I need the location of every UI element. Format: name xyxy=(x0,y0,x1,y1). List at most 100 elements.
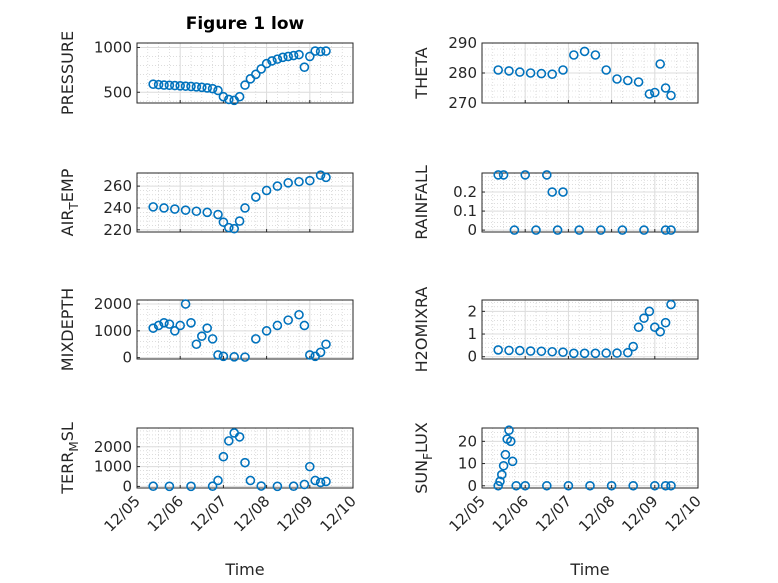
data-point xyxy=(186,81,196,92)
data-point xyxy=(505,436,516,447)
y-tick-label: 270 xyxy=(448,94,477,112)
y-axis-label: RAINFALL xyxy=(412,165,431,240)
data-point xyxy=(547,69,558,79)
data-point xyxy=(272,181,283,191)
data-point xyxy=(568,50,579,60)
y-tick-label: 0.2 xyxy=(453,183,477,201)
y-tick-label: 2000 xyxy=(94,438,132,456)
y-tick-label: 0 xyxy=(122,349,132,367)
data-point xyxy=(511,480,522,491)
data-point xyxy=(170,204,180,214)
data-point xyxy=(536,68,547,79)
data-point xyxy=(197,331,207,342)
data-point xyxy=(159,317,169,328)
panel-h2omixra: 0 1 2 H2OMIXRA xyxy=(412,287,699,372)
data-point xyxy=(153,320,164,331)
data-point xyxy=(558,65,568,75)
data-point xyxy=(240,203,250,213)
data-point xyxy=(299,320,310,331)
data-point xyxy=(304,461,315,472)
data-point xyxy=(514,345,525,356)
x-axis-label: Time xyxy=(224,560,264,579)
data-point xyxy=(213,85,223,96)
data-point xyxy=(633,77,644,87)
x-tick-label: 12/10 xyxy=(662,492,705,535)
data-point xyxy=(294,176,304,187)
data-point xyxy=(148,481,158,492)
data-point xyxy=(547,346,558,357)
data-point xyxy=(251,192,261,202)
data-point xyxy=(509,225,520,235)
data-point xyxy=(498,460,509,471)
panel-rainfall: 00.10.2 RAINFALL xyxy=(412,165,699,240)
x-tick-label: 12/10 xyxy=(317,492,360,535)
panel-pressure: 500 1000 PRESSURE xyxy=(58,31,354,115)
data-point xyxy=(666,225,676,235)
data-point xyxy=(606,480,617,491)
data-point xyxy=(229,352,239,362)
data-point xyxy=(541,170,552,180)
data-point xyxy=(191,339,202,350)
data-point xyxy=(617,225,628,235)
y-tick-label: 500 xyxy=(103,83,132,101)
data-point xyxy=(240,352,250,362)
data-point xyxy=(234,216,245,226)
data-point xyxy=(310,475,321,486)
data-point xyxy=(666,90,676,101)
y-axis-label: THETA xyxy=(412,47,431,99)
axes-box xyxy=(136,299,354,360)
data-point xyxy=(240,457,250,468)
data-point xyxy=(520,480,531,491)
data-point xyxy=(536,346,547,357)
data-point xyxy=(660,480,671,491)
data-point xyxy=(612,348,622,358)
data-point xyxy=(256,64,267,74)
data-point xyxy=(218,217,229,227)
y-tick-label: 0 xyxy=(122,477,132,495)
data-point xyxy=(294,309,304,320)
y-tick-label: 240 xyxy=(103,199,132,217)
data-point xyxy=(628,480,639,491)
data-point xyxy=(321,46,331,56)
data-point xyxy=(272,481,283,492)
data-point xyxy=(493,170,504,180)
x-tick-label: 12/05 xyxy=(101,492,144,535)
data-point xyxy=(666,480,676,491)
data-point xyxy=(493,65,504,75)
data-point xyxy=(315,477,326,488)
data-point xyxy=(218,351,229,362)
plot-area xyxy=(482,173,698,232)
data-point xyxy=(207,481,218,492)
data-point xyxy=(504,425,514,436)
data-point xyxy=(170,326,180,336)
y-tick-label: 0.1 xyxy=(453,202,477,220)
data-point xyxy=(224,436,234,446)
data-point xyxy=(655,326,666,337)
y-tick-label: 260 xyxy=(103,177,132,195)
data-point xyxy=(180,81,191,91)
axes-box xyxy=(481,299,699,360)
y-tick-label: 2000 xyxy=(94,295,132,313)
data-point xyxy=(500,449,511,460)
y-tick-label: 220 xyxy=(103,221,132,239)
data-point xyxy=(202,323,212,333)
y-tick-label: 1000 xyxy=(94,458,132,476)
data-point xyxy=(660,83,671,93)
y-axis-label: MIXDEPTH xyxy=(58,288,77,371)
x-tick-label: 12/05 xyxy=(446,492,489,535)
data-point xyxy=(649,87,660,98)
figure-title: Figure 1 low xyxy=(186,14,305,34)
data-point xyxy=(234,91,245,102)
data-point xyxy=(315,347,326,358)
data-point xyxy=(649,480,660,491)
data-point xyxy=(541,480,552,491)
data-point xyxy=(525,68,536,78)
data-point xyxy=(601,65,612,75)
data-point xyxy=(272,320,283,331)
data-point xyxy=(507,456,518,467)
data-point xyxy=(514,67,525,77)
data-point xyxy=(612,74,622,84)
data-point xyxy=(321,476,331,487)
data-point xyxy=(202,83,212,93)
